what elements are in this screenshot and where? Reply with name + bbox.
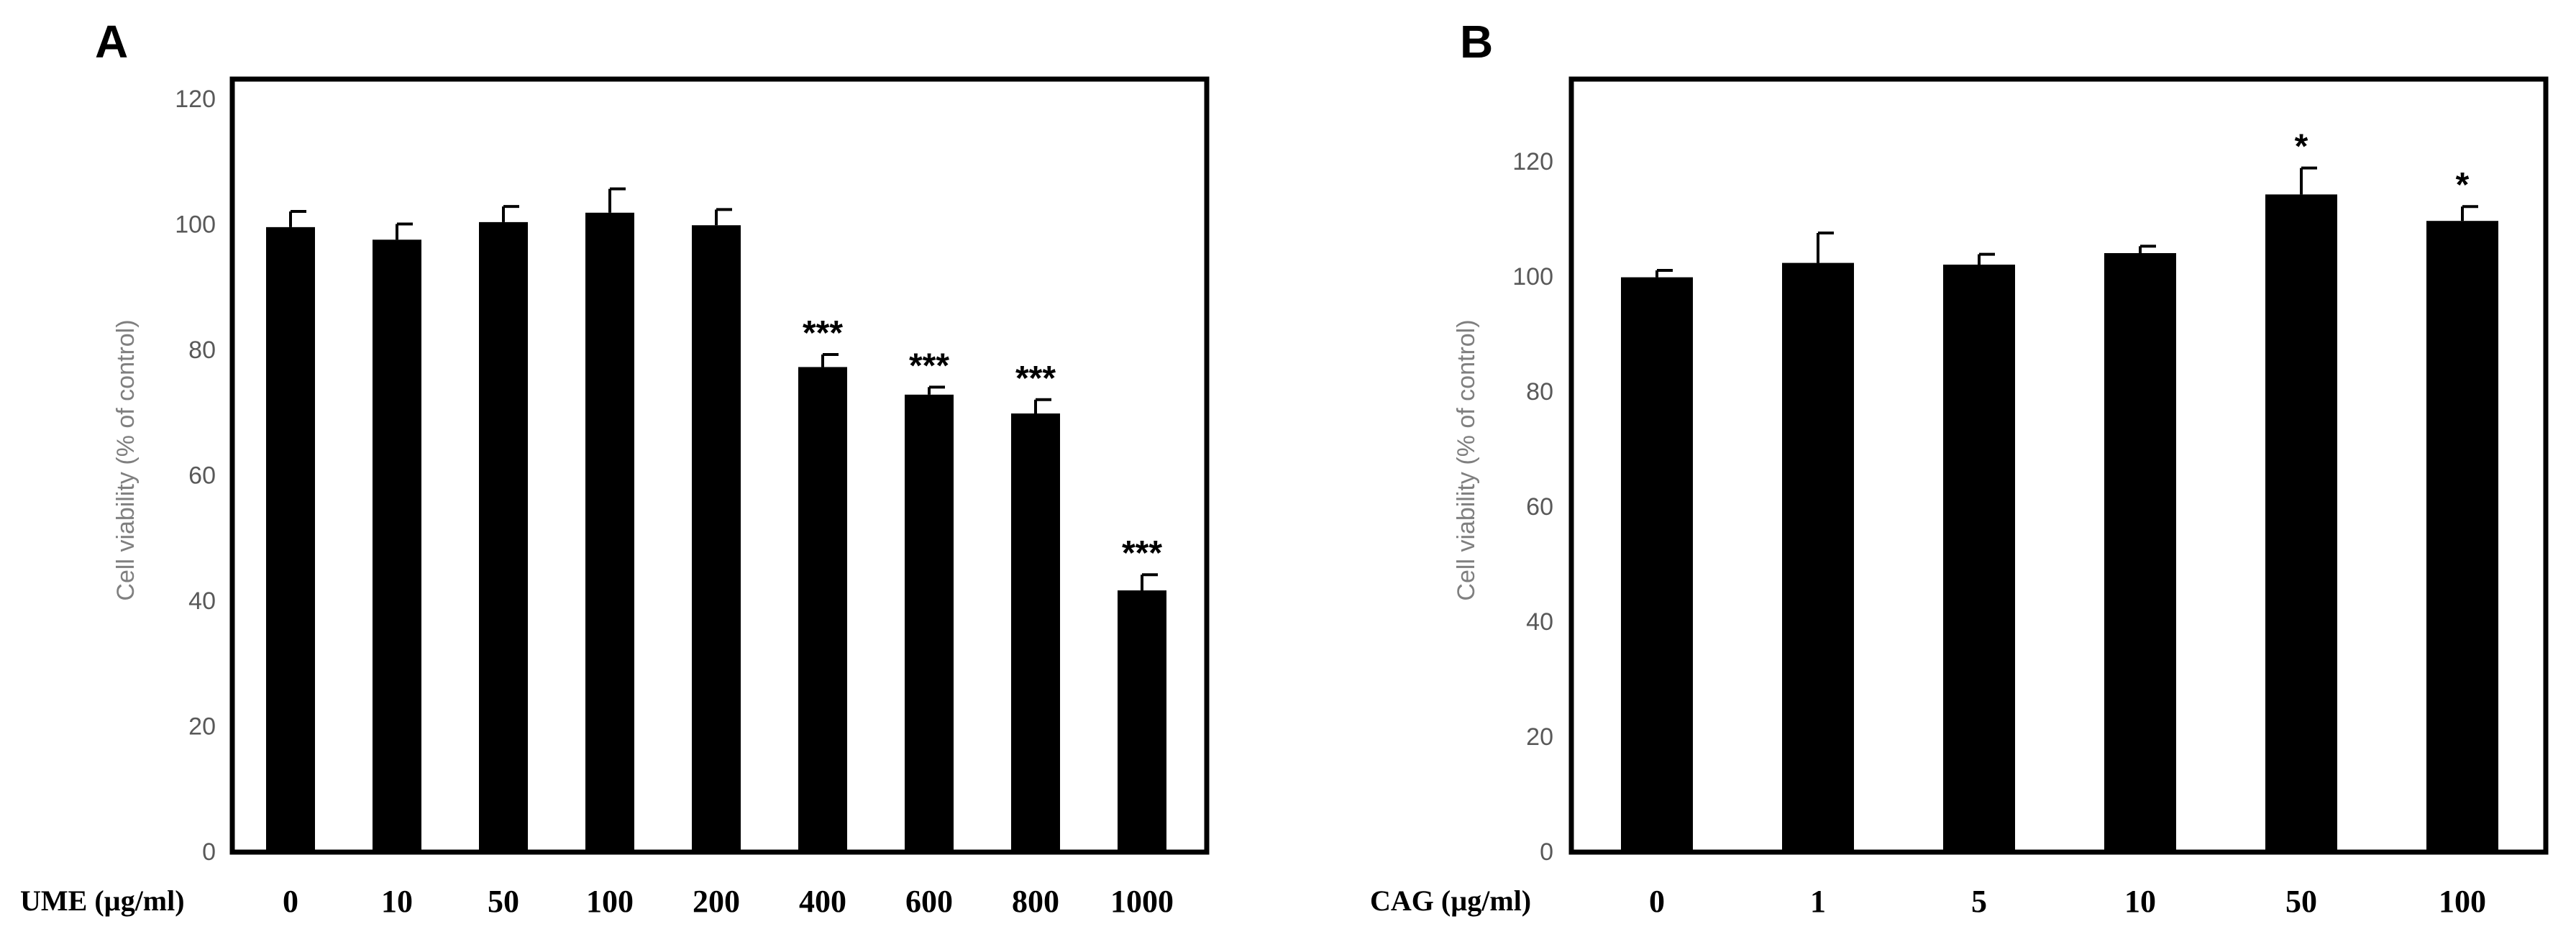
panel-a-y-tick-label: 20	[188, 713, 216, 741]
panel-a-significance-marker: ***	[1015, 360, 1056, 398]
panel-b-plot-frame	[1568, 76, 2549, 855]
panel-a-bar	[266, 227, 315, 851]
panel-b-y-tick-label: 100	[1512, 263, 1553, 291]
panel-a-x-axis-label: UME (µg/ml)	[20, 884, 185, 917]
panel-b-y-tick-label: 60	[1526, 493, 1553, 521]
panel-a-x-tick-label: 100	[586, 884, 634, 919]
panel-b-significance-marker: *	[2456, 166, 2470, 204]
panel-a-bar	[692, 225, 741, 851]
panel-b-significance-marker: *	[2295, 128, 2308, 166]
panel-a-y-tick-label: 120	[175, 86, 216, 113]
panel-a-x-ticks: 0 10 50 100 200 400 600 800 1000	[283, 884, 1174, 919]
panel-a-y-tick-label: 0	[202, 838, 216, 866]
panel-a: A 0 20 40 60 80 100 120 *** *** *** *** 0 10 50 100 2…	[20, 16, 1210, 919]
panel-b-x-tick-label: 5	[1971, 884, 1987, 919]
panel-b-bars: **	[1621, 128, 2498, 852]
panel-b-bar	[2265, 194, 2337, 851]
panel-a-y-ticks: 0 20 40 60 80 100 120	[175, 86, 216, 866]
panel-b-x-tick-label: 50	[2285, 884, 2317, 919]
panel-b-bar	[2426, 221, 2498, 851]
panel-a-x-tick-label: 50	[488, 884, 519, 919]
panel-a-x-tick-label: 0	[283, 884, 298, 919]
panel-b-x-tick-label: 10	[2124, 884, 2156, 919]
panel-a-x-tick-label: 1000	[1110, 884, 1174, 919]
panel-a-bar	[479, 221, 528, 851]
panel-b-x-tick-label: 100	[2439, 884, 2486, 919]
panel-a-bars: *** *** *** ***	[266, 187, 1166, 851]
panel-b-label: B	[1460, 16, 1493, 68]
panel-b-bar	[1782, 262, 1854, 852]
panel-a-y-axis-label: Cell viability (% of control)	[112, 319, 140, 600]
panel-b-y-tick-label: 20	[1526, 723, 1553, 751]
panel-b-x-tick-label: 0	[1649, 884, 1665, 919]
panel-a-y-tick-label: 100	[175, 211, 216, 239]
panel-b-bar	[1943, 265, 2015, 851]
panel-b-y-tick-label: 120	[1512, 148, 1553, 175]
panel-a-bar	[905, 394, 954, 851]
panel-b-x-tick-label: 1	[1810, 884, 1826, 919]
panel-b-y-tick-label: 80	[1526, 378, 1553, 406]
panel-a-bar	[1011, 413, 1060, 851]
panel-b-x-ticks: 0 1 5 10 50 100	[1649, 884, 2486, 919]
panel-a-bar	[373, 239, 421, 851]
panel-a-y-tick-label: 80	[188, 337, 216, 364]
panel-b-y-ticks: 0 20 40 60 80 100 120	[1512, 148, 1553, 866]
panel-b-x-axis-label: CAG (µg/ml)	[1370, 884, 1531, 917]
panel-a-bar	[585, 212, 634, 851]
panel-a-y-tick-label: 40	[188, 587, 216, 615]
panel-b-y-tick-label: 40	[1526, 608, 1553, 636]
panel-a-bar	[798, 367, 847, 851]
panel-a-x-tick-label: 200	[693, 884, 740, 919]
panel-a-label: A	[95, 16, 128, 68]
panel-b-bar	[2104, 253, 2176, 851]
panel-a-x-tick-label: 10	[381, 884, 413, 919]
panel-b-y-axis-label: Cell viability (% of control)	[1453, 319, 1480, 600]
panel-a-bar	[1118, 590, 1166, 851]
panel-a-significance-marker: ***	[803, 314, 843, 352]
panel-b-y-tick-label: 0	[1540, 838, 1553, 866]
panel-a-plot-frame	[229, 76, 1210, 855]
panel-a-x-tick-label: 600	[905, 884, 953, 919]
panel-b-bar	[1621, 277, 1693, 852]
panel-a-x-tick-label: 400	[799, 884, 846, 919]
panel-a-x-tick-label: 800	[1012, 884, 1059, 919]
panel-a-significance-marker: ***	[909, 347, 949, 385]
panel-a-significance-marker: ***	[1122, 534, 1162, 572]
panel-a-y-tick-label: 60	[188, 462, 216, 490]
